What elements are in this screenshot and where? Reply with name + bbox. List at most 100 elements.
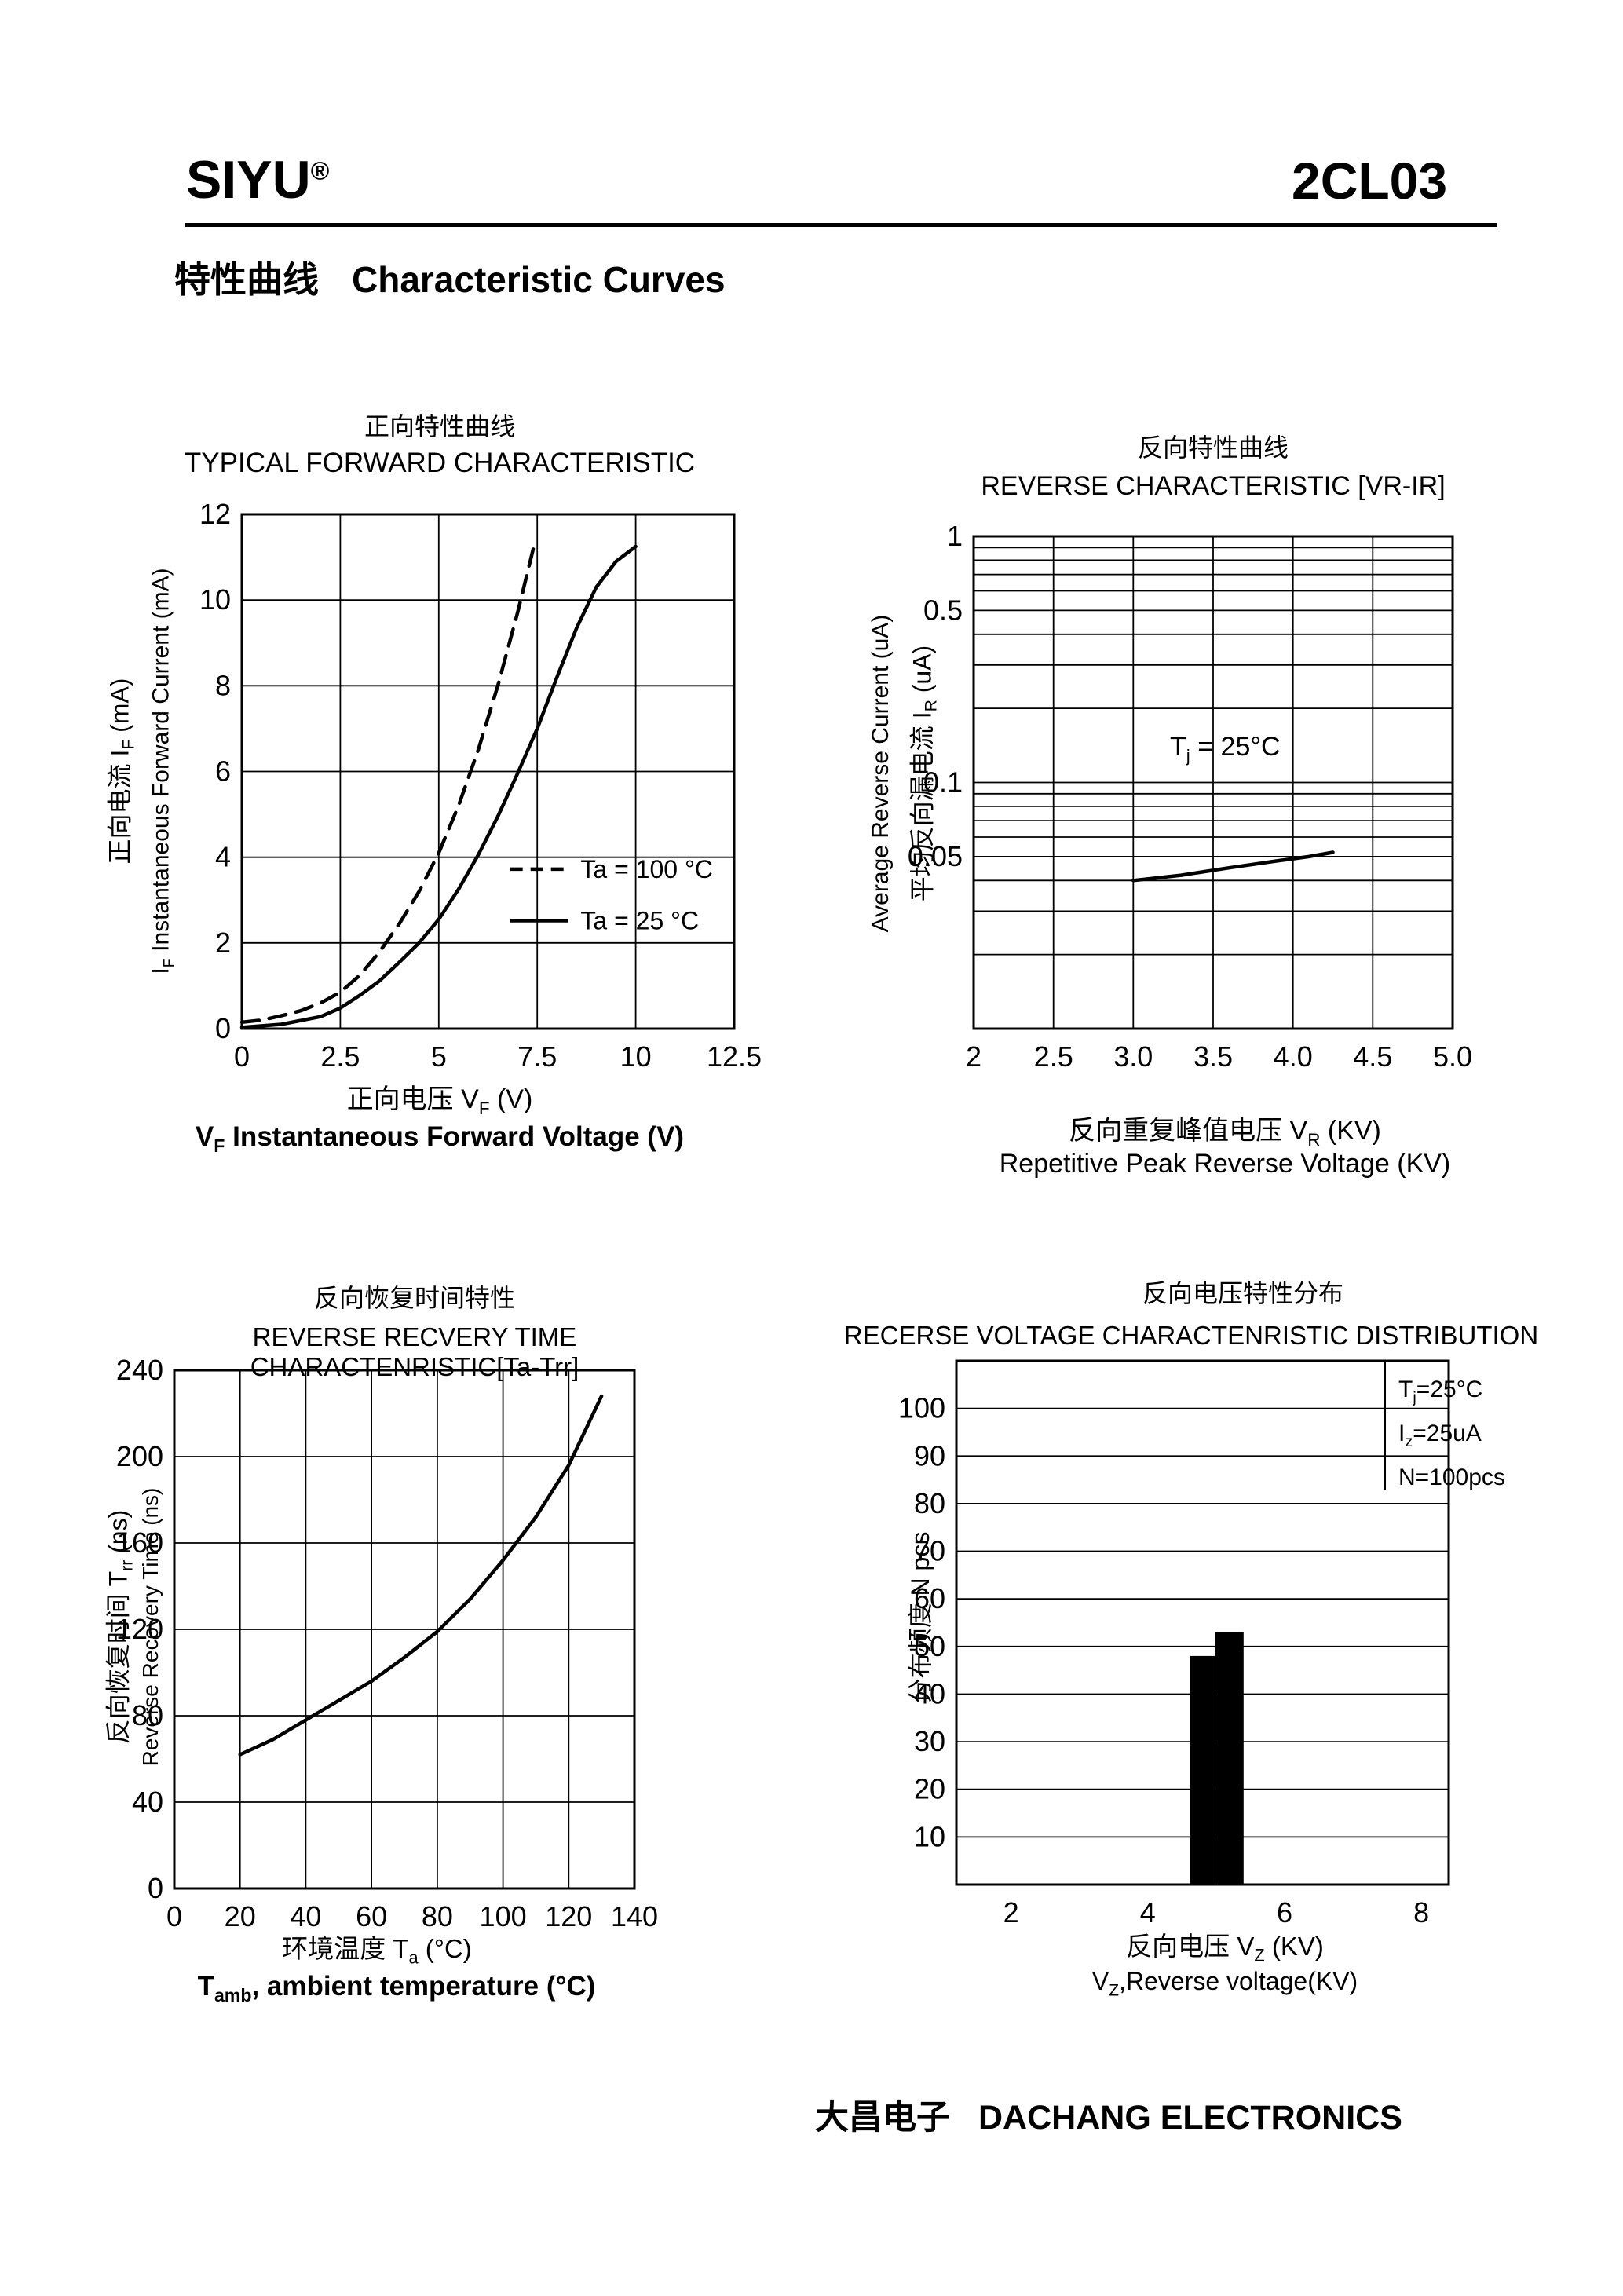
registered-mark-icon: ® — [310, 156, 330, 185]
svg-text:Ta = 25 °C: Ta = 25 °C — [580, 907, 699, 935]
svg-text:0.5: 0.5 — [923, 594, 963, 626]
x-axis-label-cn: 反向电压 VZ (KV) — [1126, 1932, 1324, 1965]
svg-text:40: 40 — [290, 1900, 321, 1932]
svg-text:30: 30 — [914, 1725, 945, 1757]
svg-text:0: 0 — [148, 1872, 163, 1904]
chart-reverse-voltage-distribution: 反向电压特性分布 RECERSE VOLTAGE CHARACTENRISTIC… — [832, 1256, 1623, 2042]
test-conditions-annotation: Tj=25°C Iz=25uA N=100pcs — [1384, 1361, 1505, 1490]
svg-text:6: 6 — [215, 755, 231, 788]
svg-text:1: 1 — [947, 520, 963, 552]
svg-text:60: 60 — [914, 1582, 945, 1614]
svg-text:3.0: 3.0 — [1113, 1040, 1153, 1073]
x-axis-label-cn: 正向电压 VF (V) — [346, 1084, 533, 1118]
x-axis-label-en: VF Instantaneous Forward Voltage (V) — [195, 1121, 685, 1156]
svg-text:80: 80 — [914, 1487, 945, 1519]
svg-text:6: 6 — [1277, 1896, 1292, 1929]
annotation-iz: Iz=25uA — [1398, 1420, 1482, 1450]
forward-plot: 0 2.5 5 7.5 10 12.5 0 2 4 6 8 10 12 Ta = 100 °C Ta = 2… — [199, 498, 762, 1073]
svg-text:5.0: 5.0 — [1433, 1040, 1472, 1073]
temperature-annotation: Tj = 25°C — [1170, 732, 1281, 766]
page-title-cn: 特性曲线 — [174, 259, 319, 300]
svg-text:40: 40 — [914, 1678, 945, 1710]
chart-forward-characteristic: 正向特性曲线 TYPICAL FORWARD CHARACTERISTIC 0 2… — [94, 393, 817, 1178]
svg-text:20: 20 — [225, 1900, 256, 1932]
svg-text:12.5: 12.5 — [707, 1040, 762, 1073]
svg-text:100: 100 — [898, 1392, 945, 1424]
svg-text:4: 4 — [215, 841, 231, 873]
y-axis-label-cn: 反向恢复时间 Trr (ns) — [104, 1509, 137, 1745]
svg-text:2: 2 — [966, 1040, 981, 1073]
svg-text:160: 160 — [116, 1526, 163, 1559]
svg-text:2: 2 — [1003, 1896, 1019, 1929]
annotation-tj: Tj=25°C — [1398, 1377, 1483, 1406]
y-axis-label-cn: 分布频度 N pcs — [906, 1531, 934, 1704]
svg-text:4: 4 — [1140, 1896, 1156, 1929]
part-number: 2CL03 — [1292, 152, 1448, 210]
svg-text:0: 0 — [166, 1900, 182, 1932]
x-axis-label-en: Repetitive Peak Reverse Voltage (KV) — [999, 1149, 1451, 1179]
svg-text:Ta = 100 °C: Ta = 100 °C — [580, 855, 712, 883]
chart-title-cn: 反向电压特性分布 — [1142, 1279, 1343, 1307]
svg-text:4.5: 4.5 — [1353, 1040, 1392, 1073]
svg-text:0.1: 0.1 — [923, 766, 963, 799]
svg-text:12: 12 — [199, 498, 231, 530]
svg-text:20: 20 — [914, 1773, 945, 1805]
y-axis-label-cn: 平均反向漏电流 IR (uA) — [908, 645, 941, 902]
svg-text:240: 240 — [116, 1354, 163, 1386]
svg-text:10: 10 — [620, 1040, 652, 1073]
svg-text:0: 0 — [215, 1012, 231, 1044]
y-axis-label-en: IF Instantaneous Forward Current (mA) — [148, 568, 178, 974]
svg-text:10: 10 — [914, 1820, 945, 1852]
svg-text:2.5: 2.5 — [320, 1040, 360, 1073]
svg-text:3.5: 3.5 — [1193, 1040, 1233, 1073]
x-axis-label-cn: 反向重复峰值电压 VR (KV) — [1069, 1116, 1381, 1150]
y-axis-label-cn: 正向电流 IF (mA) — [105, 678, 138, 865]
svg-text:80: 80 — [422, 1900, 453, 1932]
svg-text:8: 8 — [1413, 1896, 1429, 1929]
annotation-n: N=100pcs — [1398, 1464, 1505, 1490]
svg-text:4.0: 4.0 — [1274, 1040, 1313, 1073]
chart-title-cn: 反向特性曲线 — [1137, 433, 1289, 462]
svg-text:140: 140 — [611, 1900, 658, 1932]
footer-en: DACHANG ELECTRONICS — [978, 2099, 1402, 2137]
svg-text:2.5: 2.5 — [1034, 1040, 1073, 1073]
svg-text:8: 8 — [215, 669, 231, 701]
svg-text:100: 100 — [480, 1900, 527, 1932]
svg-text:50: 50 — [914, 1630, 945, 1662]
chart-title-en: TYPICAL FORWARD CHARACTERISTIC — [184, 448, 696, 478]
page-title: 特性曲线 Characteristic Curves — [174, 251, 726, 303]
svg-text:120: 120 — [116, 1613, 163, 1645]
svg-text:5: 5 — [431, 1040, 447, 1073]
distribution-plot: 2 4 6 8 10 20 30 40 50 60 70 80 90 100 — [898, 1359, 1450, 1929]
brand-text: SIYU — [186, 150, 311, 210]
chart-title-en: REVERSE RECVERY TIME CHARACTENRISTIC[Ta-… — [250, 1322, 579, 1381]
svg-text:80: 80 — [132, 1699, 163, 1731]
svg-text:70: 70 — [914, 1535, 945, 1567]
recovery-plot: 0 20 40 60 80 100 120 140 0 40 80 120 160 200 240 — [116, 1354, 658, 1932]
chart-title-en: RECERSE VOLTAGE CHARACTENRISTIC DISTRIBU… — [843, 1321, 1539, 1350]
svg-text:10: 10 — [199, 583, 231, 616]
footer-cn: 大昌电子 — [815, 2099, 950, 2137]
y-axis-label-en: Reverse Recovery Time (ns) — [138, 1487, 163, 1767]
svg-text:200: 200 — [116, 1440, 163, 1472]
svg-text:90: 90 — [914, 1439, 945, 1472]
y-axis-label-en: Average Reverse Current (uA) — [868, 614, 894, 933]
chart-reverse-recovery-time: 反向恢复时间特性 REVERSE RECVERY TIME CHARACTENR… — [79, 1256, 785, 2042]
svg-text:0.05: 0.05 — [908, 840, 963, 872]
brand-logo: SIYU® — [186, 149, 329, 210]
x-axis-label-en: Tamb, ambient temperature (°C) — [197, 1971, 596, 2005]
svg-text:2: 2 — [215, 927, 231, 959]
header-rule — [185, 223, 1497, 227]
chart-title-en: REVERSE CHARACTERISTIC [VR-IR] — [981, 471, 1446, 501]
footer: 大昌电子 DACHANG ELECTRONICS — [815, 2090, 1402, 2139]
svg-text:0: 0 — [234, 1040, 250, 1073]
x-axis-label-cn: 环境温度 Ta (°C) — [282, 1934, 472, 1968]
chart-title-cn: 反向恢复时间特性 — [313, 1284, 515, 1312]
x-axis-label-en: VZ,Reverse voltage(KV) — [1091, 1967, 1358, 2000]
svg-text:7.5: 7.5 — [517, 1040, 557, 1073]
svg-text:60: 60 — [356, 1900, 387, 1932]
svg-text:40: 40 — [132, 1786, 163, 1818]
page-title-en: Characteristic Curves — [352, 259, 726, 300]
reverse-plot: 2 2.5 3.0 3.5 4.0 4.5 5.0 1 0.5 0.1 0.05 — [908, 520, 1472, 1073]
